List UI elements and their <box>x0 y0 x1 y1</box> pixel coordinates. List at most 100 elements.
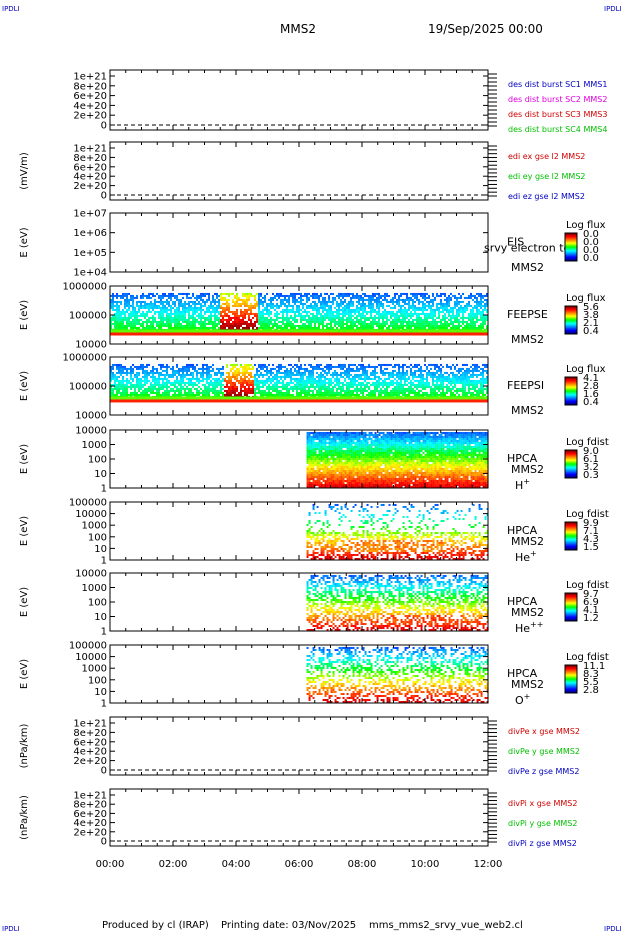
spectrogram-cell <box>434 318 436 321</box>
spectrogram-cell <box>142 294 144 297</box>
spectrogram-cell <box>444 326 446 329</box>
spectrogram-cell <box>272 385 274 388</box>
spectrogram-cell <box>258 383 260 386</box>
spectrogram-cell <box>218 294 220 297</box>
spectrogram-cell <box>282 371 284 374</box>
spectrogram-cell <box>356 310 358 313</box>
spectrogram-cell <box>462 314 464 317</box>
spectrogram-cell <box>164 389 166 392</box>
spectrogram-cell <box>440 302 442 305</box>
spectrogram-cell <box>192 399 194 403</box>
colorbar-tick-label: 0.0 <box>583 237 599 248</box>
spectrogram-cell <box>272 383 274 386</box>
spectrogram-cell <box>138 320 140 323</box>
spectrogram-cell <box>216 373 218 376</box>
spectrogram-cell <box>288 373 290 376</box>
spectrogram-cell <box>350 296 352 299</box>
spectrogram-cell <box>186 332 188 336</box>
spectrogram-cell <box>458 314 460 317</box>
spectrogram-cell <box>118 381 120 384</box>
spectrogram-cell <box>132 298 134 301</box>
spectrogram-cell <box>240 363 242 366</box>
spectrogram-cell <box>380 302 382 305</box>
spectrogram-cell <box>350 314 352 317</box>
spectrogram-cell <box>468 316 470 319</box>
spectrogram-cell <box>234 396 236 400</box>
spectrogram-cell <box>258 385 260 388</box>
spectrogram-cell <box>112 367 114 370</box>
spectrogram-cell <box>406 320 408 323</box>
spectrogram-cell <box>238 320 240 323</box>
spectrogram-cell <box>302 375 304 378</box>
spectrogram-cell <box>158 296 160 299</box>
spectrogram-cell <box>166 316 168 319</box>
spectrogram-cell <box>200 324 202 327</box>
spectrogram-cell <box>188 306 190 309</box>
spectrogram-cell <box>430 310 432 313</box>
spectrogram-cell <box>432 316 434 319</box>
spectrogram-cell <box>298 377 300 380</box>
spectrogram-cell <box>296 396 298 400</box>
spectrogram-cell <box>470 314 472 317</box>
spectrogram-cell <box>220 371 222 374</box>
spectrogram-cell <box>248 365 250 368</box>
spectrogram-cell <box>370 298 372 301</box>
spectrogram-cell <box>210 326 212 329</box>
spectrogram-cell <box>486 302 488 305</box>
spectrogram-cell <box>222 310 224 313</box>
spectrogram-cell <box>200 332 202 336</box>
spectrogram-cell <box>236 387 238 390</box>
spectrogram-cell <box>160 393 162 396</box>
spectrogram-cell <box>148 310 150 313</box>
spectrogram-cell <box>116 377 118 380</box>
spectrogram-cell <box>292 324 294 327</box>
spectrogram-cell <box>328 389 330 392</box>
spectrogram-cell <box>236 369 238 372</box>
spectrogram-cell <box>232 326 234 329</box>
spectrogram-cell <box>292 306 294 309</box>
spectrogram-cell <box>434 332 436 336</box>
spectrogram-cell <box>282 302 284 305</box>
spectrogram-cell <box>298 365 300 368</box>
spectrogram-cell <box>302 383 304 386</box>
spectrogram-cell <box>234 318 236 321</box>
spectrogram-cell <box>326 332 328 336</box>
spectrogram-cell <box>258 365 260 368</box>
spectrogram-cell <box>262 396 264 400</box>
spectrogram-cell <box>134 326 136 329</box>
spectrogram-cell <box>110 326 112 329</box>
spectrogram-cell <box>386 294 388 297</box>
y-tick-label: 1e+04 <box>73 268 107 279</box>
spectrogram-cell <box>280 393 282 396</box>
spectrogram-cell <box>476 292 478 295</box>
spectrogram-cell <box>398 316 400 319</box>
spectrogram-cell <box>360 329 362 333</box>
spectrogram-cell <box>112 371 114 374</box>
spectrogram-cell <box>178 320 180 323</box>
spectrogram-cell <box>376 302 378 305</box>
spectrogram-cell <box>318 396 320 400</box>
spectrogram-cell <box>140 314 142 317</box>
spectrogram-cell <box>460 310 462 313</box>
spectrogram-cell <box>190 387 192 390</box>
spectrogram-cell <box>430 308 432 311</box>
spectrogram-cell <box>462 292 464 295</box>
spectrogram-cell <box>228 322 230 325</box>
spectrogram-cell <box>464 326 466 329</box>
spectrogram-cell <box>264 296 266 299</box>
spectrogram-cell <box>456 320 458 323</box>
spectrogram-cell <box>472 332 474 336</box>
spectrogram-cell <box>420 300 422 303</box>
spectrogram-cell <box>134 391 136 394</box>
spectrogram-cell <box>188 324 190 327</box>
spectrogram-cell <box>136 300 138 303</box>
spectrogram-cell <box>486 316 488 319</box>
spectrogram-cell <box>198 300 200 303</box>
spectrogram-cell <box>482 332 484 336</box>
spectrogram-cell <box>180 396 182 400</box>
spectrogram-cell <box>226 385 228 388</box>
spectrogram-cell <box>480 306 482 309</box>
spectrogram-cell <box>252 375 254 378</box>
spectrogram-cell <box>254 389 256 392</box>
